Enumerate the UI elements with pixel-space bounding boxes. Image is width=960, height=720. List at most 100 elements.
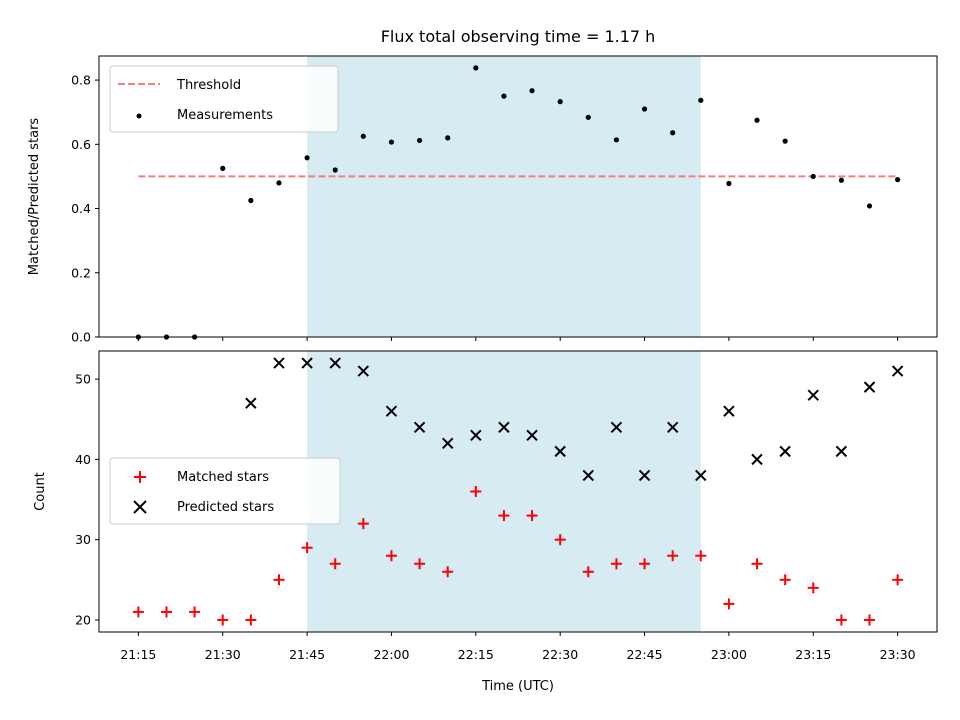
legend-predicted-swatch [133, 500, 147, 514]
matched-star-point [442, 566, 454, 578]
top-legend: Threshold Measurements [109, 65, 339, 133]
matched-star-point [751, 558, 763, 570]
predicted-star-point [329, 357, 341, 369]
predicted-star-point [807, 389, 819, 401]
legend-matched-label: Matched stars [177, 470, 269, 485]
measurement-point [276, 180, 282, 186]
measurement-point [698, 97, 704, 103]
predicted-star-point [723, 405, 735, 417]
matched-star-point [892, 574, 904, 586]
top-axes-frame [98, 55, 938, 338]
legend-measurements-swatch [136, 113, 142, 119]
bottom-y-axis-label: Count [33, 472, 48, 511]
legend-matched-swatch [134, 471, 146, 483]
matched-star-point [301, 542, 313, 554]
predicted-star-point [554, 445, 566, 458]
predicted-star-point [863, 381, 876, 393]
matched-star-point [582, 566, 594, 578]
measurement-point [304, 155, 310, 161]
predicted-star-point [498, 421, 510, 433]
bottom-x-ticks: 21:15 21:30 21:45 22:00 22:15 22:30 22:45 23:00… [120, 632, 916, 662]
matched-star-point [414, 558, 426, 570]
top-y-axis-label: Matched/Predicted stars [27, 118, 42, 276]
matched-star-point [610, 558, 622, 570]
measurement-point [529, 88, 535, 94]
predicted-star-point [245, 397, 257, 409]
x-tick-label: 22:30 [542, 647, 578, 662]
predicted-star-point [666, 421, 679, 433]
measurement-points [135, 65, 901, 340]
measurement-point [416, 137, 423, 144]
legend-measurements-label: Measurements [177, 108, 273, 123]
measurement-point [641, 106, 648, 112]
x-tick-label: 22:15 [458, 647, 494, 662]
predicted-star-point [695, 469, 707, 482]
x-tick-label: 21:15 [120, 647, 156, 662]
top-y-tick-label: 0.0 [71, 330, 91, 345]
matched-star-point [526, 510, 538, 522]
bottom-y-tick-label: 50 [75, 372, 91, 387]
matched-star-point [695, 550, 707, 562]
measurement-point [838, 177, 844, 183]
x-tick-label: 23:30 [880, 647, 916, 662]
matched-star-point [779, 574, 791, 586]
predicted-star-point [301, 357, 313, 369]
matched-star-point [470, 486, 482, 497]
top-y-tick-label: 0.6 [71, 137, 91, 152]
predicted-star-point [526, 429, 538, 442]
measurement-point [726, 180, 732, 187]
top-legend-box [109, 65, 339, 133]
measurement-point [360, 133, 366, 139]
matched-star-point [723, 598, 735, 610]
top-x-ticks [137, 337, 899, 341]
matched-stars-points [132, 486, 904, 626]
chart-title: Flux total observing time = 1.17 h [381, 27, 656, 46]
bottom-y-ticks: 20 30 40 50 [75, 372, 99, 627]
matched-star-point [160, 606, 172, 618]
matched-star-point [132, 606, 144, 618]
matched-star-point [357, 518, 369, 530]
matched-star-point [864, 614, 876, 626]
bottom-y-tick-label: 40 [75, 452, 91, 467]
bottom-y-tick-label: 20 [75, 612, 91, 627]
measurement-point [220, 165, 226, 171]
predicted-star-point [413, 421, 426, 433]
top-y-tick-label: 0.8 [71, 73, 91, 88]
legend-predicted-label: Predicted stars [177, 500, 274, 515]
bottom-axes-frame [98, 350, 938, 633]
x-tick-label: 22:00 [373, 647, 409, 662]
predicted-star-point [638, 469, 651, 482]
predicted-star-point [779, 445, 791, 458]
predicted-star-point [357, 365, 370, 377]
x-axis-label: Time (UTC) [481, 679, 554, 694]
measurement-point [866, 203, 873, 209]
matched-star-point [835, 614, 847, 626]
x-tick-label: 21:45 [289, 647, 325, 662]
predicted-star-point [582, 469, 595, 482]
measurement-point [388, 139, 395, 145]
matched-star-point [498, 510, 510, 522]
bottom-shaded-interval [307, 351, 701, 632]
measurement-point [670, 130, 676, 136]
x-tick-label: 23:00 [711, 647, 747, 662]
top-y-ticks: 0.0 0.2 0.4 0.6 0.8 [71, 73, 99, 345]
measurement-point [754, 117, 760, 123]
measurement-point [501, 93, 507, 99]
x-tick-label: 23:15 [795, 647, 831, 662]
predicted-star-point [385, 405, 398, 417]
bottom-y-tick-label: 30 [75, 532, 91, 547]
matched-star-point [667, 550, 679, 562]
bottom-legend-box [109, 457, 341, 525]
predicted-star-point [273, 357, 285, 369]
measurement-point [585, 114, 591, 120]
top-y-tick-label: 0.2 [71, 265, 91, 280]
measurement-point [473, 65, 479, 71]
measurement-point [782, 138, 788, 144]
predicted-star-point [751, 453, 763, 466]
legend-threshold-label: Threshold [176, 78, 241, 93]
matched-star-point [385, 550, 397, 562]
x-tick-label: 22:45 [627, 647, 663, 662]
measurement-point [613, 137, 620, 143]
